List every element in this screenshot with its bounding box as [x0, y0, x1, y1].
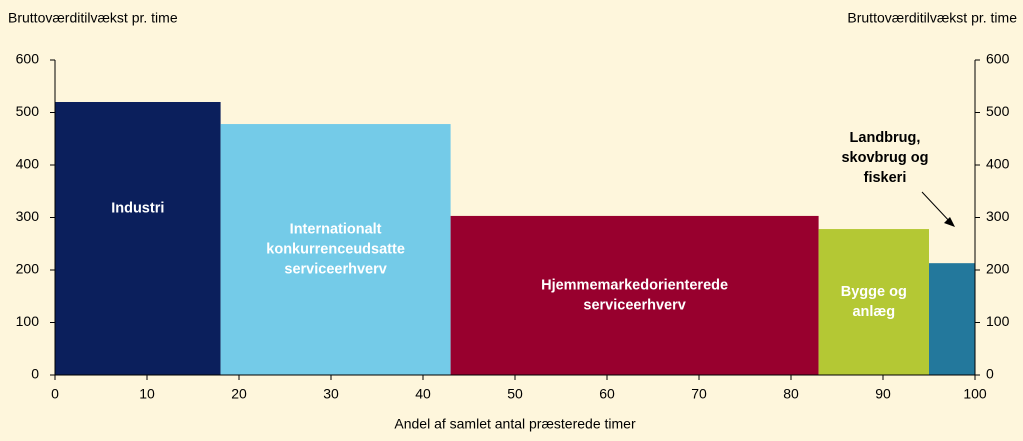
bar-label: Internationalt	[290, 221, 382, 237]
y-axis-title: Bruttoværditilvækst pr. time	[8, 10, 178, 26]
bar	[55, 102, 221, 375]
x-tick-label: 10	[139, 386, 155, 402]
x-tick-label: 80	[783, 386, 799, 402]
y2-tick-label: 500	[986, 103, 1010, 119]
y-tick-label: 400	[16, 156, 40, 172]
bar-label: anlæg	[852, 304, 895, 320]
x-tick-label: 70	[691, 386, 707, 402]
x-tick-label: 30	[323, 386, 339, 402]
bar	[929, 263, 975, 375]
y2-tick-label: 100	[986, 313, 1010, 329]
bar-label: fiskeri	[864, 170, 907, 186]
bar-label: serviceerhverv	[583, 297, 685, 313]
x-tick-label: 50	[507, 386, 523, 402]
y-tick-label: 0	[31, 366, 39, 382]
bar-label: serviceerhverv	[284, 261, 386, 277]
x-tick-label: 60	[599, 386, 615, 402]
bar	[220, 124, 451, 375]
y2-tick-label: 400	[986, 156, 1010, 172]
arrow-head	[944, 217, 955, 227]
bar	[818, 229, 929, 375]
bar-label: skovbrug og	[841, 150, 928, 166]
bar-label: konkurrenceudsatte	[266, 241, 405, 257]
x-tick-label: 0	[51, 386, 59, 402]
y2-axis-title: Bruttoværditilvækst pr. time	[847, 10, 1017, 26]
x-tick-label: 20	[231, 386, 247, 402]
bar-label: Hjemmemarkedorienterede	[541, 277, 728, 293]
y2-tick-label: 300	[986, 208, 1010, 224]
y-tick-label: 500	[16, 103, 40, 119]
y-tick-label: 300	[16, 208, 40, 224]
x-tick-label: 40	[415, 386, 431, 402]
x-tick-label: 90	[875, 386, 891, 402]
bar	[450, 215, 819, 375]
y2-tick-label: 0	[986, 366, 994, 382]
bar-label: Industri	[111, 200, 164, 216]
y2-tick-label: 200	[986, 261, 1010, 277]
annotation-arrow	[921, 191, 953, 225]
bar-label: Landbrug,	[850, 130, 921, 146]
x-tick-label: 100	[963, 386, 987, 402]
x-axis-title: Andel af samlet antal præsterede timer	[394, 416, 636, 432]
y-tick-label: 100	[16, 313, 40, 329]
y-tick-label: 600	[16, 51, 40, 67]
y-tick-label: 200	[16, 261, 40, 277]
bar-label: Bygge og	[841, 284, 907, 300]
y2-tick-label: 600	[986, 51, 1010, 67]
